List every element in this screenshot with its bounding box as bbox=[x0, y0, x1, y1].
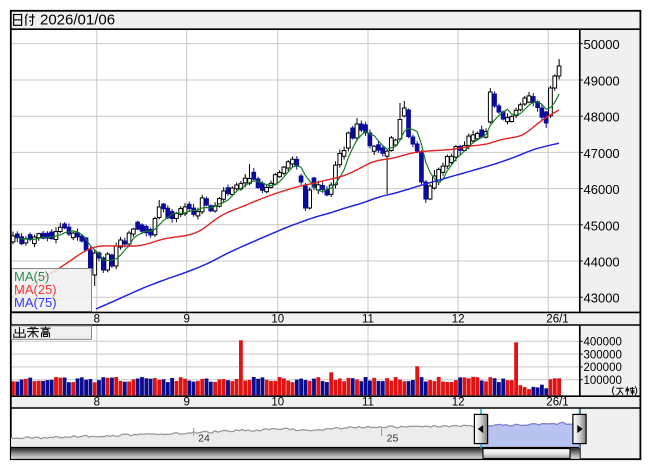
svg-text:10: 10 bbox=[271, 397, 284, 409]
svg-text:11: 11 bbox=[362, 313, 374, 325]
svg-text:46000: 46000 bbox=[584, 182, 620, 197]
svg-text:43000: 43000 bbox=[584, 291, 620, 306]
svg-text:8: 8 bbox=[94, 397, 100, 409]
svg-text:12: 12 bbox=[452, 313, 465, 325]
svg-text:100000: 100000 bbox=[584, 375, 622, 387]
svg-text:9: 9 bbox=[183, 313, 189, 325]
svg-text:47000: 47000 bbox=[584, 146, 620, 161]
svg-text:49000: 49000 bbox=[584, 74, 620, 89]
svg-text:200000: 200000 bbox=[584, 362, 622, 374]
svg-text:45000: 45000 bbox=[584, 218, 620, 233]
svg-text:400000: 400000 bbox=[584, 337, 622, 349]
svg-text:300000: 300000 bbox=[584, 349, 622, 361]
svg-text:MA(75): MA(75) bbox=[14, 295, 57, 310]
svg-text:11: 11 bbox=[362, 397, 374, 409]
svg-text:25: 25 bbox=[387, 433, 399, 445]
svg-text:9: 9 bbox=[183, 397, 189, 409]
svg-text:2026/01/06: 2026/01/06 bbox=[40, 12, 115, 29]
svg-text:MA(5): MA(5) bbox=[14, 269, 49, 284]
svg-text:MA(25): MA(25) bbox=[14, 282, 57, 297]
svg-text:24: 24 bbox=[198, 433, 210, 445]
svg-text:26/1: 26/1 bbox=[546, 397, 568, 409]
svg-text:44000: 44000 bbox=[584, 255, 620, 270]
svg-text:10: 10 bbox=[271, 313, 284, 325]
svg-text:26/1: 26/1 bbox=[546, 313, 568, 325]
svg-text:48000: 48000 bbox=[584, 110, 620, 125]
svg-text:50000: 50000 bbox=[584, 37, 620, 52]
svg-text:8: 8 bbox=[94, 313, 100, 325]
svg-text:12: 12 bbox=[452, 397, 465, 409]
